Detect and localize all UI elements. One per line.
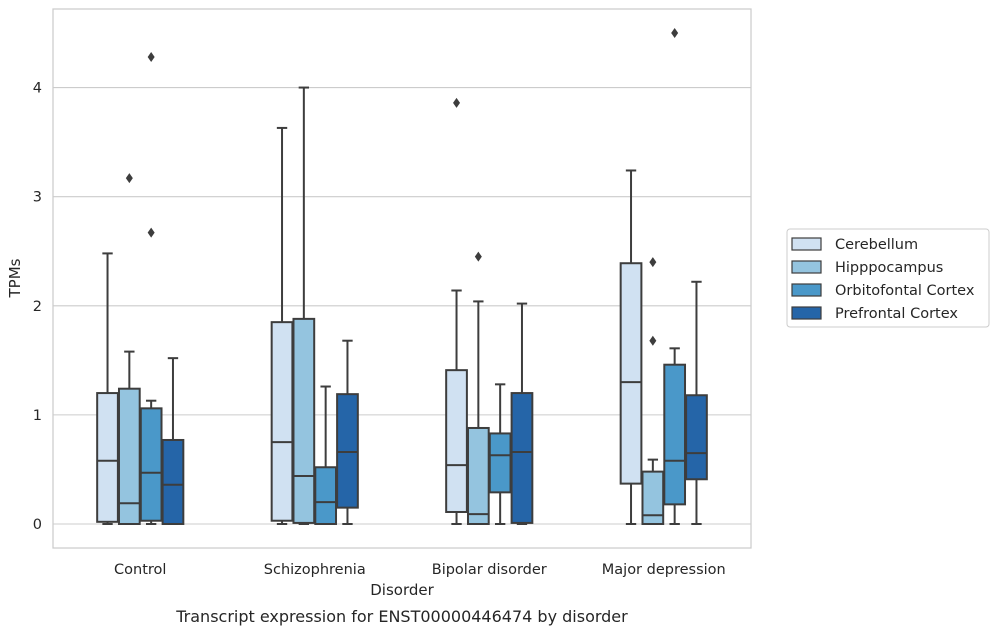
box-group	[685, 280, 708, 525]
iqr-box	[445, 369, 468, 513]
legend-swatch	[791, 283, 822, 297]
iqr-box	[510, 392, 534, 524]
legend-swatch	[791, 260, 822, 274]
legend-label: Hipppocampus	[835, 260, 943, 276]
box-group	[466, 251, 490, 525]
box-group	[641, 257, 665, 525]
legend-swatch	[791, 237, 822, 251]
iqr-box	[663, 363, 687, 506]
x-tick-label: Major depression	[602, 562, 726, 578]
outlier-point	[671, 28, 679, 39]
chart-caption: Transcript expression for ENST0000044647…	[175, 607, 628, 626]
box-group	[510, 302, 534, 525]
iqr-box	[139, 407, 163, 522]
y-tick-label: 3	[33, 190, 42, 206]
iqr-box	[488, 432, 512, 494]
iqr-box	[96, 392, 119, 523]
box-group	[663, 28, 687, 525]
iqr-box	[270, 321, 294, 522]
y-axis-label: TPMs	[6, 258, 24, 298]
iqr-box	[314, 466, 338, 525]
y-tick-label: 4	[33, 81, 42, 97]
legend-frame	[786, 228, 990, 328]
tick-layer: 0 1 2 3 4 Control Schizophrenia Bipolar disorde…	[33, 81, 726, 578]
outlier-point	[649, 335, 657, 346]
outlier-point	[474, 251, 482, 262]
box-group	[619, 169, 643, 525]
y-tick-label: 2	[33, 299, 42, 315]
outlier-point	[649, 257, 657, 268]
x-axis-label: Disorder	[370, 581, 434, 599]
iqr-box	[619, 262, 643, 485]
box-group	[292, 86, 316, 525]
x-tick-label: Schizophrenia	[264, 562, 366, 578]
box-group	[336, 339, 359, 525]
legend-label: Orbitofontal Cortex	[835, 283, 975, 299]
outlier-point	[453, 97, 461, 108]
outlier-point	[147, 227, 155, 238]
legend: Cerebellum Hipppocampus Orbitofontal Corte…	[786, 228, 990, 328]
box-group	[139, 52, 163, 525]
outlier-point	[125, 173, 133, 184]
box-group	[445, 97, 468, 525]
outlier-point	[147, 52, 155, 63]
box-group	[117, 173, 141, 525]
iqr-box	[161, 438, 185, 525]
iqr-box	[641, 470, 665, 525]
box-group	[488, 383, 512, 525]
plot-frame	[52, 8, 752, 549]
y-tick-label: 1	[33, 408, 42, 424]
y-tick-label: 0	[33, 517, 42, 533]
iqr-box	[292, 317, 316, 524]
iqr-box	[117, 387, 141, 525]
legend-label: Prefrontal Cortex	[835, 306, 958, 322]
legend-swatch	[791, 306, 822, 320]
box-group	[270, 126, 294, 525]
x-tick-label: Control	[114, 562, 166, 578]
iqr-box	[685, 394, 708, 481]
box-group	[314, 385, 338, 525]
box-group	[96, 252, 119, 525]
box-group	[161, 357, 185, 525]
box-layer	[96, 28, 708, 525]
iqr-box	[336, 393, 359, 509]
iqr-box	[466, 426, 490, 525]
legend-label: Cerebellum	[835, 237, 918, 253]
x-tick-label: Bipolar disorder	[432, 562, 547, 578]
